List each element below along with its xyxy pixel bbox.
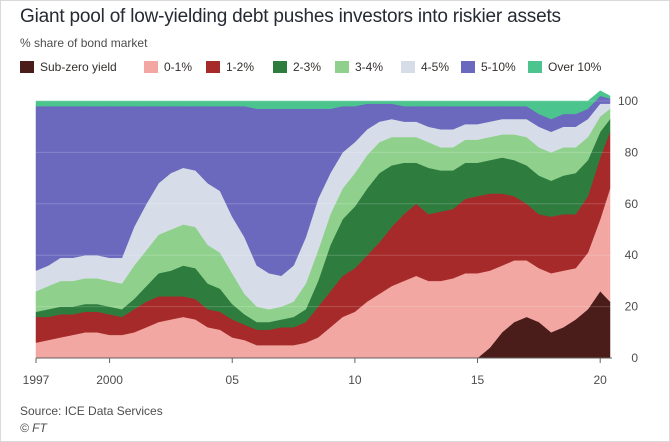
ft-credit: © FT — [20, 421, 47, 435]
legend-label: 0-1% — [164, 60, 193, 74]
x-tick-label: 10 — [348, 373, 362, 387]
legend-item: 4-5% — [401, 60, 449, 74]
legend-label: 4-5% — [421, 60, 450, 74]
legend-swatch — [273, 61, 287, 73]
chart-legend: Sub-zero yield 0-1% 1-2% 2-3% 3-4% 4-5% 5-10% O… — [20, 60, 660, 76]
legend-label: Over 10% — [548, 60, 602, 74]
chart-title: Giant pool of low-yielding debt pushes i… — [20, 6, 561, 27]
legend-item: 0-1% — [144, 60, 192, 74]
legend-swatch — [206, 61, 220, 73]
y-tick-label: 20 — [625, 300, 639, 314]
legend-label: 5-10% — [481, 60, 516, 74]
legend-swatch — [144, 61, 158, 73]
x-tick-label: 1997 — [23, 373, 50, 387]
area-series — [35, 90, 611, 120]
y-tick-label: 0 — [631, 351, 638, 365]
legend-label: 3-4% — [355, 60, 384, 74]
x-tick-label: 15 — [471, 373, 485, 387]
legend-item: 1-2% — [206, 60, 254, 74]
legend-item: 5-10% — [461, 60, 516, 74]
x-tick-label: 20 — [594, 373, 608, 387]
y-tick-label: 60 — [625, 197, 639, 211]
legend-label: Sub-zero yield — [40, 60, 117, 74]
legend-swatch — [461, 61, 475, 73]
source-note: Source: ICE Data Services — [20, 404, 163, 418]
legend-swatch — [20, 61, 34, 73]
legend-item: Over 10% — [528, 60, 601, 74]
y-tick-label: 100 — [618, 94, 638, 108]
legend-swatch — [335, 61, 349, 73]
legend-item: 3-4% — [335, 60, 383, 74]
legend-item: Sub-zero yield — [20, 60, 117, 74]
legend-label: 2-3% — [293, 60, 322, 74]
chart-subtitle: % share of bond market — [20, 36, 148, 50]
y-tick-label: 80 — [625, 145, 639, 159]
legend-swatch — [401, 61, 415, 73]
legend-item: 2-3% — [273, 60, 321, 74]
x-tick-label: 05 — [226, 373, 240, 387]
x-tick-label: 2000 — [96, 373, 123, 387]
legend-label: 1-2% — [226, 60, 255, 74]
legend-swatch — [528, 61, 542, 73]
y-tick-label: 40 — [625, 248, 639, 262]
